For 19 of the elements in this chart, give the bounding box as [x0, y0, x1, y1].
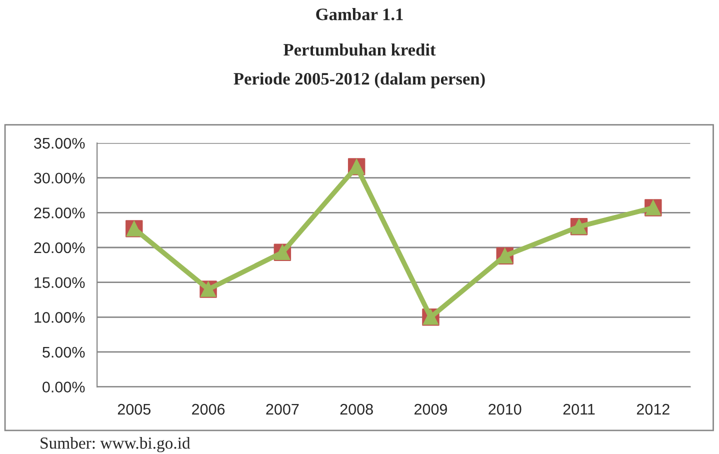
y-tick-label: 10.00%	[34, 312, 85, 323]
chart-subtitle: Pertumbuhan kredit Periode 2005-2012 (dalam persen)	[234, 43, 485, 88]
y-tick-label: 15.00%	[34, 277, 85, 288]
x-tick-label: 2005	[118, 404, 150, 415]
y-tick-label: 0.00%	[42, 382, 85, 392]
y-tick-label: 20.00%	[34, 242, 85, 254]
y-tick-label: 35.00%	[34, 138, 85, 149]
x-tick-label: 2006	[192, 404, 225, 415]
x-tick-label: 2011	[563, 404, 595, 415]
chart-title: Gambar 1.1	[316, 8, 403, 20]
x-tick-label: 2008	[340, 404, 373, 415]
y-tick-label: 25.00%	[34, 208, 85, 218]
x-tick-label: 2007	[266, 404, 299, 415]
text: Sumber: www.bi.go.id	[40, 437, 190, 452]
y-tick-label: 5.00%	[42, 346, 85, 358]
x-tick-label: 2009	[414, 404, 447, 415]
x-tick-label: 2012	[636, 404, 670, 415]
x-tick-label: 2010	[488, 404, 522, 415]
y-tick-label: 30.00%	[34, 172, 85, 184]
